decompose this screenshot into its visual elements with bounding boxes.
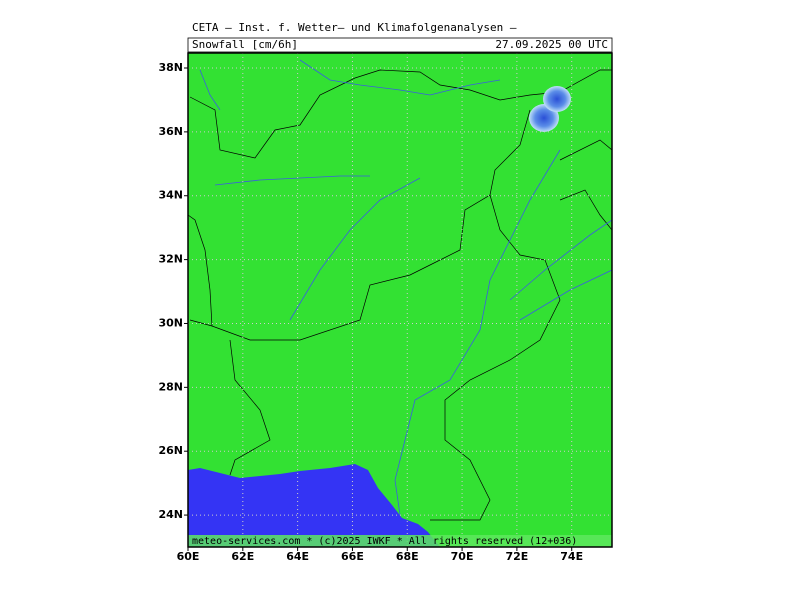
y-tick-label: 34N [158,189,183,202]
header-box [187,37,613,53]
valid-time: 27.09.2025 00 UTC [495,38,608,51]
x-tick-label: 68E [396,550,419,563]
header-title: CETA — Inst. f. Wetter— und Klimafolgena… [192,21,517,34]
x-tick-label: 64E [286,550,309,563]
footer: meteo-services.com * (c)2025 IWKF * All … [192,536,577,547]
y-tick-label: 24N [158,508,183,521]
variable-label: Snowfall [cm/6h] [192,38,298,51]
x-tick-label: 62E [231,550,254,563]
borders [188,69,612,521]
x-tick-label: 70E [451,550,474,563]
x-tick-label: 66E [341,550,364,563]
rivers [199,59,612,516]
x-tick-label: 60E [177,550,200,563]
map-area: meteo-services.com * (c)2025 IWKF * All … [188,53,612,547]
land [188,53,612,547]
y-tick-label: 28N [158,380,183,393]
snowfall-area [529,104,559,132]
x-tick-label: 72E [505,550,528,563]
footer-strip [188,535,612,547]
y-tick-label: 38N [158,61,183,74]
map-frame [187,52,613,548]
snowfall-area [543,86,571,112]
y-tick-label: 36N [158,125,183,138]
y-tick-label: 32N [158,253,183,266]
y-tick-label: 30N [158,316,183,329]
x-tick-label: 74E [560,550,583,563]
sea [188,464,440,547]
y-tick-label: 26N [158,444,183,457]
